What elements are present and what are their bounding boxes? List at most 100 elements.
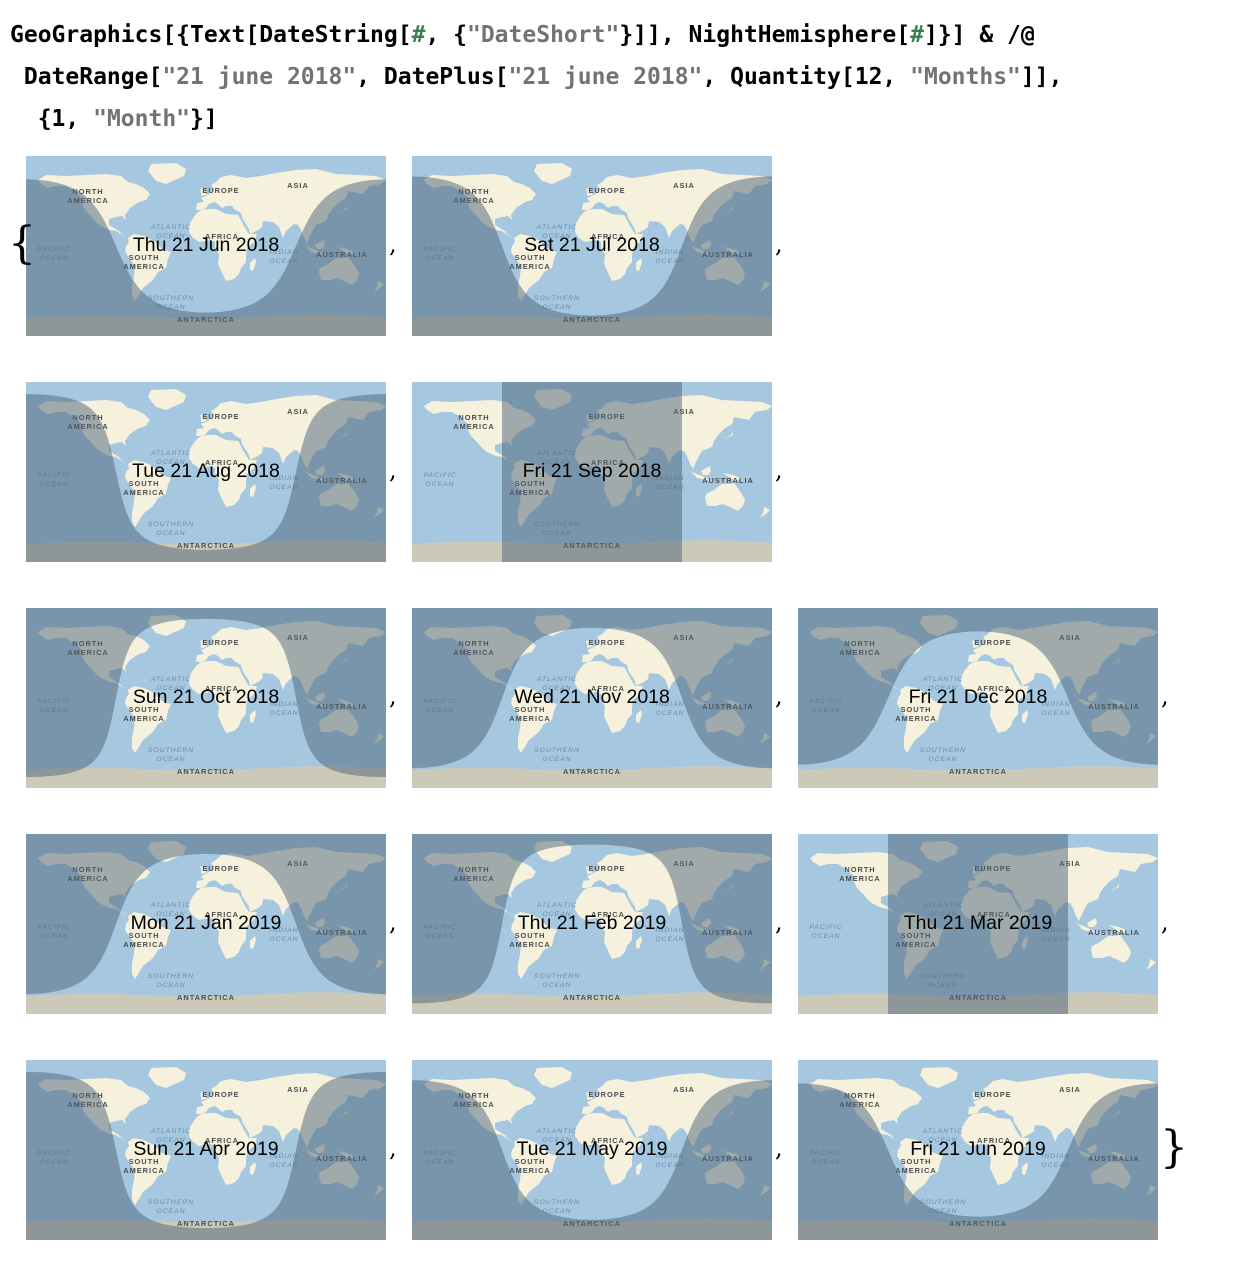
- night-hemisphere-shading: [798, 608, 1158, 765]
- atlantic-ocean-label-line: OCEAN: [542, 233, 571, 240]
- list-separator: ,: [775, 1134, 783, 1162]
- south-america-label-line: AMERICA: [123, 488, 165, 497]
- date-label: Thu 21 Feb 2019: [518, 912, 667, 934]
- southern-ocean-label: SOUTHERN OCEAN: [148, 521, 194, 537]
- south-america-label-line: AMERICA: [509, 1166, 551, 1175]
- africa-shape: [575, 661, 643, 733]
- code-slot: #: [910, 22, 924, 48]
- south-america-label-line: SOUTH: [901, 1157, 932, 1166]
- pacific-ocean-label-line: PACIFIC: [809, 924, 842, 931]
- night-hemisphere-map[interactable]: NORTHAMERICASOUTHAMERICAEUROPEAFRICAASIA…: [26, 834, 386, 1014]
- south-america-label-line: SOUTH: [129, 705, 160, 714]
- night-hemisphere-map[interactable]: NORTHAMERICASOUTHAMERICAEUROPEAFRICAASIA…: [26, 1060, 386, 1240]
- night-hemisphere-map[interactable]: NORTHAMERICASOUTHAMERICAEUROPEAFRICAASIA…: [26, 382, 386, 562]
- north-america-label-line: NORTH: [844, 865, 875, 874]
- indian-ocean-label-line: OCEAN: [1041, 710, 1070, 717]
- pacific-ocean-label-line: OCEAN: [811, 933, 840, 940]
- madagascar-shape: [250, 936, 256, 949]
- code-string: "21 june 2018": [508, 64, 703, 90]
- list-separator: ,: [389, 908, 397, 936]
- greenland-shape: [148, 163, 186, 184]
- south-america-label-line: AMERICA: [123, 714, 165, 723]
- australia-shape: [1091, 935, 1131, 963]
- night-hemisphere-shading: [26, 1071, 386, 1240]
- asia-label: ASIA: [1059, 859, 1081, 868]
- europe-label: EUROPE: [202, 1090, 239, 1099]
- night-hemisphere-map[interactable]: NORTHAMERICASOUTHAMERICAEUROPEAFRICAASIA…: [412, 156, 772, 336]
- africa-label: AFRICA: [977, 684, 1011, 693]
- night-hemisphere-map[interactable]: NORTHAMERICASOUTHAMERICAEUROPEAFRICAASIA…: [798, 608, 1158, 788]
- night-hemisphere-map[interactable]: NORTHAMERICASOUTHAMERICAEUROPEAFRICAASIA…: [798, 1060, 1158, 1240]
- southern-ocean-label: SOUTHERN OCEAN: [148, 295, 194, 311]
- geo-graphics: NORTHAMERICASOUTHAMERICAEUROPEAFRICAASIA…: [798, 608, 1158, 788]
- geo-graphics: NORTHAMERICASOUTHAMERICAEUROPEAFRICAASIA…: [798, 834, 1158, 1014]
- code-string: "Months": [910, 64, 1021, 90]
- southern-ocean-label-line: OCEAN: [156, 1208, 185, 1215]
- atlantic-ocean-label-line: ATLANTIC: [536, 1128, 577, 1135]
- south-america-label-line: AMERICA: [895, 1166, 937, 1175]
- southern-ocean-label-line: OCEAN: [542, 1208, 571, 1215]
- asia-label: ASIA: [287, 407, 309, 416]
- britain-shape: [200, 640, 207, 648]
- atlantic-ocean-label-line: ATLANTIC: [922, 676, 963, 683]
- night-hemisphere-map[interactable]: NORTHAMERICASOUTHAMERICAEUROPEAFRICAASIA…: [412, 608, 772, 788]
- japan-shape: [1108, 883, 1119, 892]
- africa-shape: [575, 1113, 643, 1185]
- pacific-ocean-label: PACIFIC OCEAN: [423, 472, 456, 488]
- africa-shape: [575, 209, 643, 281]
- southern-ocean-label-line: SOUTHERN: [920, 1199, 966, 1206]
- north-america-label-line: NORTH: [458, 187, 489, 196]
- night-hemisphere-map[interactable]: NORTHAMERICASOUTHAMERICAEUROPEAFRICAASIA…: [412, 1060, 772, 1240]
- southern-ocean-label: SOUTHERN OCEAN: [148, 973, 194, 989]
- madagascar-shape: [1022, 1162, 1028, 1175]
- japan-shape: [722, 431, 733, 440]
- atlantic-ocean-label-line: ATLANTIC: [150, 902, 191, 909]
- north-america-label-line: NORTH: [72, 187, 103, 196]
- africa-label: AFRICA: [205, 1136, 239, 1145]
- input-cell[interactable]: GeoGraphics[{Text[DateString[#, {"DateSh…: [10, 14, 1062, 140]
- list-separator: ,: [389, 682, 397, 710]
- night-hemisphere-map[interactable]: NORTHAMERICASOUTHAMERICAEUROPEAFRICAASIA…: [412, 834, 772, 1014]
- britain-shape: [586, 640, 593, 648]
- new-zealand-shape: [760, 507, 770, 518]
- night-hemisphere-map[interactable]: NORTHAMERICASOUTHAMERICAEUROPEAFRICAASIA…: [26, 156, 386, 336]
- night-hemisphere-map[interactable]: NORTHAMERICASOUTHAMERICAEUROPEAFRICAASIA…: [412, 382, 772, 562]
- europe-label: EUROPE: [588, 864, 625, 873]
- geo-graphics: NORTHAMERICASOUTHAMERICAEUROPEAFRICAASIA…: [26, 1060, 386, 1240]
- southern-ocean-label-line: SOUTHERN: [534, 295, 580, 302]
- geo-graphics: NORTHAMERICASOUTHAMERICAEUROPEAFRICAASIA…: [412, 156, 772, 336]
- britain-shape: [200, 414, 207, 422]
- greenland-shape: [148, 1067, 186, 1088]
- south-america-label-line: SOUTH: [129, 479, 160, 488]
- atlantic-ocean-label-line: OCEAN: [156, 459, 185, 466]
- atlantic-ocean-label: ATLANTIC OCEAN: [922, 1128, 963, 1144]
- night-hemisphere-shading: [26, 834, 386, 995]
- code-token: DateRange[: [10, 64, 163, 90]
- africa-shape: [189, 209, 257, 281]
- britain-shape: [586, 866, 593, 874]
- night-hemisphere-map[interactable]: NORTHAMERICASOUTHAMERICAEUROPEAFRICAASIA…: [26, 608, 386, 788]
- new-guinea-shape: [723, 473, 742, 481]
- indian-ocean-label-line: OCEAN: [655, 710, 684, 717]
- atlantic-ocean-label: ATLANTIC OCEAN: [536, 902, 577, 918]
- europe-label: EUROPE: [202, 864, 239, 873]
- southern-ocean-label: SOUTHERN OCEAN: [920, 1199, 966, 1215]
- asia-label: ASIA: [287, 1085, 309, 1094]
- night-hemisphere-map[interactable]: NORTHAMERICASOUTHAMERICAEUROPEAFRICAASIA…: [798, 834, 1158, 1014]
- southern-ocean-label-line: SOUTHERN: [148, 973, 194, 980]
- atlantic-ocean-label: ATLANTIC OCEAN: [150, 902, 191, 918]
- south-america-label-line: AMERICA: [509, 940, 551, 949]
- code-string: "DateShort": [466, 22, 620, 48]
- madagascar-shape: [250, 1162, 256, 1175]
- south-america-shape: [125, 234, 171, 301]
- australia-label: AUSTRALIA: [1088, 928, 1140, 937]
- asia-label: ASIA: [673, 181, 695, 190]
- atlantic-ocean-label-line: OCEAN: [156, 685, 185, 692]
- new-zealand-shape: [1146, 959, 1156, 970]
- southern-ocean-label-line: SOUTHERN: [148, 747, 194, 754]
